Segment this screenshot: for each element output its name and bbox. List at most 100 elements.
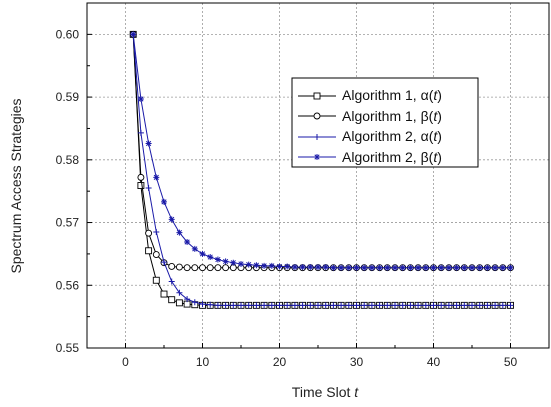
- series-2-point: [145, 185, 152, 192]
- series-2-point: [476, 302, 483, 309]
- series-2-point: [307, 302, 314, 309]
- series-0-point: [145, 247, 153, 255]
- series-3-point: [392, 264, 398, 271]
- series-3-point: [199, 250, 206, 257]
- series-3-point: [261, 262, 268, 269]
- series-2-point: [153, 228, 160, 235]
- series-3-point: [469, 264, 475, 271]
- series-0-point: [160, 290, 168, 298]
- series-3-point: [322, 264, 329, 271]
- series-1-point: [175, 263, 183, 271]
- series-3-point: [299, 264, 306, 271]
- series-2-point: [137, 129, 144, 136]
- y-tick-label: 0.58: [56, 153, 80, 167]
- series-3-point: [315, 264, 321, 271]
- series-2-point: [438, 302, 445, 309]
- series-2-point: [168, 278, 175, 285]
- x-tick-label: 0: [122, 355, 129, 369]
- series-2-point: [284, 302, 291, 309]
- series-3-point: [230, 259, 237, 266]
- series-2-point: [461, 302, 468, 309]
- series-2-point: [299, 302, 306, 309]
- series-3: [130, 31, 514, 271]
- series-1-point: [199, 264, 206, 272]
- series-2-point: [268, 302, 275, 309]
- y-tick-label: 0.56: [56, 278, 80, 292]
- x-tick-label: 30: [350, 355, 364, 369]
- series-3-point: [291, 264, 298, 271]
- series-3-point: [145, 140, 152, 147]
- series-2-point: [315, 302, 321, 309]
- x-tick-label: 20: [273, 355, 287, 369]
- series-3-point: [168, 216, 175, 223]
- series-1-point: [214, 264, 222, 272]
- series-3-point: [161, 198, 167, 205]
- series-2-point: [176, 289, 183, 296]
- series-3-point: [330, 264, 337, 271]
- series-3-point: [484, 264, 491, 271]
- series-3-point: [407, 264, 414, 271]
- series-3-point: [191, 245, 198, 252]
- series-2-point: [507, 302, 514, 309]
- series-3-point: [376, 264, 383, 271]
- legend-label-3: Algorithm 2, β(t): [342, 149, 442, 165]
- series-3-point: [307, 264, 314, 271]
- series-1-point: [206, 264, 214, 272]
- legend-marker-3: [314, 154, 320, 160]
- series-3-point: [445, 264, 452, 271]
- series-0-point: [152, 276, 160, 284]
- series-2-point: [199, 301, 206, 308]
- series-2-point: [353, 302, 360, 309]
- x-tick-label: 10: [196, 355, 210, 369]
- series-2-point: [214, 302, 221, 309]
- series-3-point: [338, 264, 345, 271]
- axis-ticks: 0 10 20 30 40 50 0.55 0.56 0.57 0.58 0.59 0.60: [56, 27, 550, 369]
- series-3-point: [430, 264, 437, 271]
- series-3-point: [507, 264, 514, 271]
- legend-marker-1: [313, 112, 321, 120]
- series-2-point: [238, 302, 244, 309]
- series-1-point: [222, 264, 230, 272]
- x-axis-title: Time Slot t: [292, 384, 360, 400]
- series-2-point: [291, 302, 298, 309]
- y-tick-label: 0.55: [56, 341, 80, 355]
- series-3-point: [253, 262, 260, 269]
- series-0-point: [168, 296, 176, 304]
- x-tick-label: 40: [427, 355, 441, 369]
- series-3-point: [422, 264, 429, 271]
- x-axis-title-variable: t: [354, 384, 359, 400]
- series-3-point: [415, 264, 422, 271]
- series-2-point: [368, 302, 375, 309]
- legend-entry-1: Algorithm 1, β(t): [342, 108, 442, 124]
- series-3-point: [438, 264, 445, 271]
- series-2-point: [222, 302, 229, 309]
- series-2-point: [484, 302, 491, 309]
- series-2-point: [430, 302, 437, 309]
- series-3-point: [214, 256, 221, 263]
- legend-label-2: Algorithm 2, α(t): [342, 128, 442, 144]
- series-3-point: [207, 254, 214, 261]
- series-3-point: [137, 95, 144, 102]
- series-3-point: [222, 258, 229, 265]
- series-2-point: [415, 302, 422, 309]
- series-3-point: [284, 263, 291, 270]
- series-2-point: [376, 302, 383, 309]
- series-1-point: [168, 263, 176, 270]
- y-tick-label: 0.59: [56, 90, 80, 104]
- series-2-point: [322, 302, 329, 309]
- series-3-point: [492, 264, 499, 271]
- legend-samples: [298, 92, 336, 160]
- legend-label-1: Algorithm 1, β(t): [342, 108, 442, 124]
- series-3-point: [368, 264, 375, 271]
- series-3-point: [499, 264, 506, 271]
- series-3-point: [345, 264, 352, 271]
- legend-entry-3: Algorithm 2, β(t): [342, 149, 442, 165]
- legend-marker-2: [314, 134, 320, 140]
- series-2-point: [492, 302, 499, 309]
- series-2-point: [330, 302, 337, 309]
- x-tick-label: 50: [504, 355, 518, 369]
- series-3-point: [238, 260, 244, 267]
- series-1-point: [183, 264, 191, 272]
